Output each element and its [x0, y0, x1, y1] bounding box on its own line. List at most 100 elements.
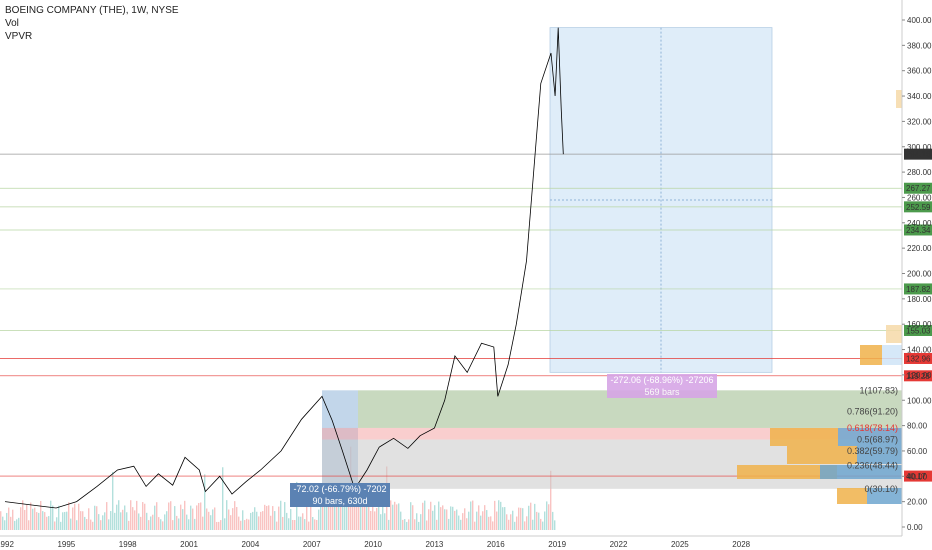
- price-axis-label: 40.00: [907, 472, 928, 481]
- measure-label-2: -272.06 (-68.96%) -27206 569 bars: [607, 374, 717, 398]
- volume-bar: [330, 500, 332, 530]
- volume-bar: [190, 505, 192, 530]
- price-axis-label: 240.00: [907, 219, 932, 228]
- volume-bar: [360, 496, 362, 530]
- volume-bar: [316, 519, 318, 530]
- volume-bar: [284, 502, 286, 530]
- volume-bar: [516, 516, 518, 530]
- volume-bar: [100, 520, 102, 530]
- volume-bar: [374, 511, 376, 530]
- volume-bar: [176, 515, 178, 530]
- price-tag: [904, 324, 932, 336]
- volume-bar: [158, 517, 160, 530]
- volume-bar: [278, 506, 280, 530]
- price-axis[interactable]: 294.16 267.27 252.59 234.34 187.82 155.03 132.…: [901, 0, 932, 536]
- symbol-title[interactable]: BOEING COMPANY (THE), 1W, NYSE: [5, 5, 179, 16]
- volume-bar: [376, 507, 378, 530]
- volume-bar: [64, 511, 66, 530]
- volume-bar: [194, 518, 196, 530]
- price-axis-label: 200.00: [907, 270, 932, 279]
- drawing-zones: [322, 27, 902, 489]
- volume-bar: [528, 505, 530, 530]
- volume-bar: [6, 512, 8, 530]
- volume-bar: [362, 500, 364, 530]
- price-tag: [904, 352, 932, 364]
- volume-bar: [18, 517, 20, 530]
- volume-bar: [466, 518, 468, 530]
- volume-bars: [0, 446, 556, 530]
- time-axis-label: 2025: [671, 540, 689, 549]
- volume-bar: [500, 501, 502, 530]
- price-axis-label: 340.00: [907, 92, 932, 101]
- volume-bar: [324, 501, 326, 530]
- volume-bar: [420, 514, 422, 530]
- volume-bar: [472, 500, 474, 530]
- volume-bar: [208, 511, 210, 530]
- volume-bar: [162, 521, 164, 530]
- volume-bar: [30, 502, 32, 530]
- volume-bar: [48, 516, 50, 530]
- volume-bar: [84, 516, 86, 530]
- volume-bar: [130, 500, 132, 530]
- price-tag: [904, 148, 932, 160]
- fib-level-label: 0.236(48.44): [847, 461, 898, 471]
- vpvr-row: [820, 465, 902, 479]
- volume-bar: [58, 505, 60, 530]
- volume-indicator-label[interactable]: Vol: [5, 18, 19, 29]
- volume-bar: [364, 501, 366, 530]
- volume-bar: [140, 516, 142, 530]
- volume-bar: [258, 516, 260, 530]
- volume-bar: [144, 503, 146, 530]
- volume-bar: [28, 520, 30, 530]
- volume-bar: [520, 507, 522, 530]
- volume-bar: [136, 500, 138, 530]
- volume-bar: [308, 521, 310, 530]
- volume-bar: [352, 493, 354, 530]
- price-tag-label: 294.16: [906, 150, 931, 159]
- volume-bar: [242, 510, 244, 530]
- volume-bar: [390, 500, 392, 530]
- volume-bar: [326, 487, 328, 530]
- time-axis-label: 2013: [426, 540, 444, 549]
- price-tag-label: 234.34: [906, 226, 931, 235]
- volume-bar: [498, 500, 500, 530]
- volume-bar: [444, 509, 446, 530]
- volume-bar: [392, 504, 394, 530]
- volume-bar: [486, 510, 488, 530]
- volume-bar: [146, 512, 148, 530]
- volume-bar: [138, 513, 140, 530]
- volume-bar: [436, 519, 438, 530]
- fib-level-label: 0.382(59.79): [847, 446, 898, 456]
- price-axis-label: 360.00: [907, 67, 932, 76]
- price-tag: [904, 470, 932, 482]
- time-axis-label: 1992: [0, 540, 14, 549]
- volume-bar: [426, 520, 428, 530]
- volume-bar: [398, 503, 400, 530]
- volume-bar: [134, 510, 136, 530]
- volume-bar: [506, 514, 508, 530]
- volume-bar: [432, 510, 434, 530]
- volume-bar: [80, 511, 82, 530]
- volume-bar: [456, 509, 458, 530]
- volume-bar: [476, 511, 478, 530]
- volume-bar: [76, 520, 78, 530]
- volume-bar: [422, 502, 424, 530]
- volume-bar: [552, 511, 554, 530]
- volume-bar: [518, 507, 520, 530]
- price-axis-label: 180.00: [907, 295, 932, 304]
- time-axis[interactable]: 1992 1995 1998 2001 2004 2007 2010 2013 2016 2019…: [0, 535, 902, 549]
- price-axis-label: 380.00: [907, 41, 932, 50]
- vpvr-row: [857, 446, 902, 464]
- time-axis-label: 2016: [487, 540, 505, 549]
- vpvr-indicator-label[interactable]: VPVR: [5, 31, 33, 42]
- fib-level-label: 0(30.10): [864, 484, 898, 494]
- volume-bar: [50, 500, 52, 530]
- volume-bar: [468, 511, 470, 530]
- volume-bar: [234, 501, 236, 530]
- volume-bar: [474, 521, 476, 530]
- volume-bar: [282, 516, 284, 530]
- volume-bar: [480, 515, 482, 530]
- price-axis-label: 400.00: [907, 16, 932, 25]
